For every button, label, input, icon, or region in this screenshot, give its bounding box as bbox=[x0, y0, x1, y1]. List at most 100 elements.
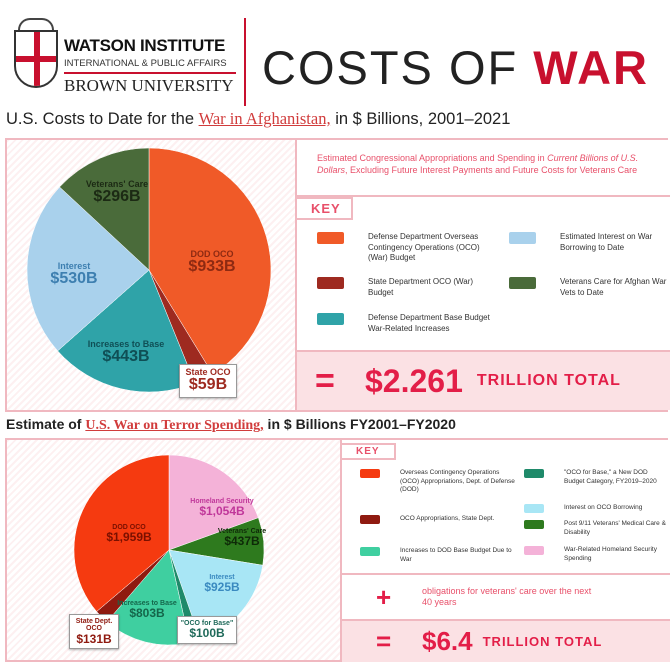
legend-item: Overseas Contingency Operations (OCO) Ap… bbox=[360, 469, 520, 495]
slice-label-veterans-care: Veterans' Care $437B bbox=[217, 528, 267, 548]
slice-name: DOD OCO bbox=[190, 249, 234, 259]
legend-swatch bbox=[317, 232, 344, 244]
slice-value: $925B bbox=[204, 580, 240, 595]
slice-label-oco-for-base: "OCO for Base" $100B bbox=[177, 616, 237, 644]
legend-swatch bbox=[360, 469, 380, 478]
slice-name: State Dept. OCO bbox=[75, 618, 113, 633]
watson-institute-logo[interactable]: WATSON INSTITUTE INTERNATIONAL & PUBLIC … bbox=[14, 18, 239, 100]
legend-swatch bbox=[509, 232, 536, 244]
legend-swatch bbox=[524, 520, 544, 529]
slice-label-dod-oco: DOD OCO $933B bbox=[177, 249, 247, 276]
slice-label-interest: Interest $530B bbox=[29, 261, 119, 288]
slice-value: $296B bbox=[93, 188, 141, 206]
section2-title: Estimate of U.S. War on Terror Spending,… bbox=[6, 416, 456, 433]
afghanistan-info: Estimated Congressional Appropriations a… bbox=[295, 140, 670, 410]
legend-label: State Department OCO (War) Budget bbox=[368, 277, 474, 297]
slice-value: $803B bbox=[129, 606, 165, 621]
legend-swatch bbox=[360, 515, 380, 524]
legend-item: War-Related Homeland Security Spending bbox=[524, 546, 670, 563]
slice-label-state-oco: State OCO $59B bbox=[179, 364, 237, 399]
logo-rule bbox=[64, 72, 236, 74]
slice-label-increases-to-base: Increases to Base $803B bbox=[107, 600, 187, 620]
slice-name: State OCO bbox=[185, 367, 231, 377]
slice-name: Interest bbox=[209, 574, 235, 581]
legend-item: Defense Department Overseas Contingency … bbox=[317, 232, 497, 264]
legend-label: Defense Department Overseas Contingency … bbox=[368, 232, 480, 262]
slice-name: Veterans' Care bbox=[217, 528, 267, 535]
slice-name: "OCO for Base" bbox=[180, 620, 234, 627]
total-unit: TRILLION TOTAL bbox=[482, 634, 603, 649]
legend-label: Overseas Contingency Operations (OCO) Ap… bbox=[400, 469, 515, 493]
slice-value: $131B bbox=[76, 631, 112, 646]
legend-label: War-Related Homeland Security Spending bbox=[564, 546, 657, 562]
key-header: KEY bbox=[342, 443, 396, 460]
pie-slice-veterans-care bbox=[59, 147, 150, 271]
war-on-terror-link[interactable]: U.S. War on Terror Spending, bbox=[85, 418, 264, 433]
legend-item: Interest on OCO Borrowing bbox=[524, 504, 670, 513]
legend-item: Post 9/11 Veterans' Medical Care & Disab… bbox=[524, 520, 670, 537]
obligations-text: obligations for veterans' care over the … bbox=[422, 586, 592, 607]
pie-slice-homeland-security bbox=[168, 454, 259, 551]
legend-item: "OCO for Base," a New DOD Budget Categor… bbox=[524, 469, 670, 486]
war-on-terror-info: KEY Overseas Contingency Operations (OCO… bbox=[340, 440, 670, 662]
legend-swatch bbox=[524, 546, 544, 555]
slice-value: $100B bbox=[189, 626, 225, 641]
slice-label-interest: Interest $925B bbox=[187, 574, 257, 594]
total-unit: TRILLION TOTAL bbox=[476, 372, 621, 389]
pie-slice-dod-oco bbox=[148, 147, 272, 375]
page-title: COSTS OF WAR bbox=[262, 41, 649, 94]
pie-slice-dod-oco bbox=[73, 454, 170, 612]
slice-value: $443B bbox=[102, 348, 150, 366]
slice-value: $1,959B bbox=[106, 530, 152, 545]
equals-sign: = bbox=[315, 361, 335, 400]
veterans-obligations-row: + obligations for veterans' care over th… bbox=[342, 575, 670, 619]
afghanistan-pie-chart bbox=[26, 147, 272, 393]
legend-label: Estimated Interest on War Borrowing to D… bbox=[560, 232, 653, 252]
header-divider bbox=[244, 18, 246, 106]
legend-swatch bbox=[317, 313, 344, 325]
legend-item: Veterans Care for Afghan War Vets to Dat… bbox=[509, 277, 669, 298]
slice-name: DOD OCO bbox=[112, 524, 146, 531]
plus-sign: + bbox=[376, 581, 392, 612]
slice-value: $530B bbox=[50, 270, 98, 288]
war-on-terror-pie-chart bbox=[73, 454, 265, 646]
org-subtitle: INTERNATIONAL & PUBLIC AFFAIRS bbox=[64, 58, 227, 69]
slice-name: Interest bbox=[57, 261, 91, 271]
legend-item: OCO Appropriations, State Dept. bbox=[360, 515, 520, 524]
legend-label: "OCO for Base," a New DOD Budget Categor… bbox=[564, 469, 657, 485]
war-on-terror-panel: Homeland Security $1,054B Veterans' Care $4… bbox=[5, 438, 670, 662]
legend-swatch bbox=[360, 547, 380, 556]
total-value: $2.261 bbox=[365, 362, 463, 399]
total-value: $6.4 bbox=[422, 626, 473, 656]
slice-label-state-dept-oco: State Dept. OCO $131B bbox=[69, 614, 119, 650]
legend-swatch bbox=[524, 469, 544, 478]
afghanistan-panel: DOD OCO $933B State OCO $59B Increases to Ba… bbox=[5, 138, 670, 412]
brown-shield-icon bbox=[14, 30, 58, 88]
afghanistan-link[interactable]: War in Afghanistan, bbox=[198, 109, 331, 128]
legend-label: Increases to DOD Base Budget Due to War bbox=[400, 547, 512, 563]
crest-icon bbox=[18, 18, 54, 30]
legend-label: Veterans Care for Afghan War Vets to Dat… bbox=[560, 277, 667, 297]
section1-title: U.S. Costs to Date for the War in Afghan… bbox=[6, 109, 511, 128]
legend-label: Interest on OCO Borrowing bbox=[564, 504, 643, 511]
legend-item: Defense Department Base Budget War-Relat… bbox=[317, 313, 497, 334]
legend-item: State Department OCO (War) Budget bbox=[317, 277, 497, 298]
slice-name: Homeland Security bbox=[190, 498, 254, 505]
slice-name: Veterans' Care bbox=[85, 179, 149, 189]
slice-name: Increases to Base bbox=[87, 339, 165, 349]
slice-name: Increases to Base bbox=[117, 600, 177, 607]
slice-value: $437B bbox=[224, 534, 260, 549]
slice-value: $1,054B bbox=[199, 504, 245, 519]
legend-label: OCO Appropriations, State Dept. bbox=[400, 515, 495, 522]
key-header: KEY bbox=[297, 197, 353, 220]
slice-label-increases-to-base: Increases to Base $443B bbox=[81, 339, 171, 366]
slice-value: $933B bbox=[188, 258, 236, 276]
slice-label-dod-oco: DOD OCO $1,959B bbox=[89, 524, 169, 544]
slice-label-homeland-security: Homeland Security $1,054B bbox=[177, 498, 267, 518]
slice-value: $59B bbox=[188, 376, 228, 394]
legend-label: Defense Department Base Budget War-Relat… bbox=[368, 313, 490, 333]
legend-label: Post 9/11 Veterans' Medical Care & Disab… bbox=[564, 520, 666, 536]
org-name: WATSON INSTITUTE bbox=[64, 36, 226, 55]
legend-swatch bbox=[509, 277, 536, 289]
university-name: BROWN UNIVERSITY bbox=[64, 76, 234, 95]
